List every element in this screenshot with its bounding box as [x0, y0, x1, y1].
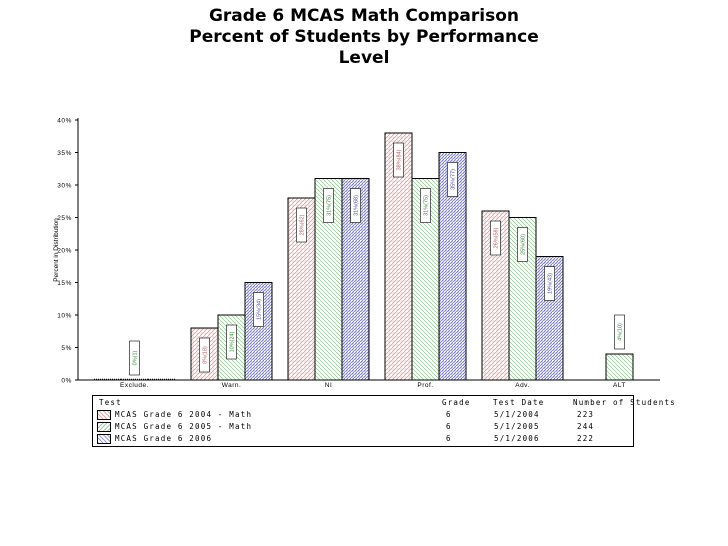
- data-label-box: [296, 207, 307, 243]
- x-tick-label: ALT: [613, 382, 626, 389]
- legend-count: 244: [577, 422, 595, 431]
- y-tick-label: 40%: [57, 118, 72, 125]
- legend-header-test: Test: [99, 398, 122, 407]
- data-label: 38%(84): [397, 149, 403, 170]
- legend-grade: 6: [446, 434, 452, 443]
- y-axis-title: Percent in Distribution: [53, 218, 60, 282]
- data-label: 28%(62): [300, 214, 306, 235]
- y-tick-label: 20%: [57, 248, 72, 255]
- data-label-box: [517, 227, 528, 262]
- y-tick-label: 30%: [57, 183, 72, 190]
- data-label: 31%(75): [327, 195, 333, 216]
- legend-row: MCAS Grade 6 2005 - Math 6 5/1/2005 244: [93, 421, 633, 432]
- data-label-box: [393, 142, 404, 178]
- data-label: 26%(58): [494, 227, 500, 248]
- data-label: 25%(60): [521, 234, 527, 255]
- data-label: 15%(34): [257, 299, 263, 320]
- legend-row: MCAS Grade 6 2004 - Math 6 5/1/2004 223: [93, 409, 633, 420]
- data-label: 31%(75): [424, 195, 430, 216]
- y-tick-label: 5%: [61, 345, 72, 352]
- legend-header-grade: Grade: [442, 398, 471, 407]
- legend-header-count: Number of Students: [573, 398, 676, 407]
- x-tick-label: NI: [325, 382, 333, 389]
- data-label: 19%(43): [548, 273, 554, 294]
- legend-swatch-2004: [97, 410, 111, 420]
- data-label-box: [544, 266, 555, 301]
- legend-table: Test Grade Test Date Number of Students …: [92, 395, 675, 447]
- x-tick-label: Warn.: [222, 382, 242, 389]
- chart-title-line-1: Grade 6 MCAS Math Comparison: [208, 6, 520, 26]
- legend-swatch-2006: [97, 434, 111, 444]
- y-tick-label: 15%: [57, 280, 72, 287]
- legend-date: 5/1/2006: [494, 434, 540, 443]
- y-tick-label: 35%: [57, 150, 72, 157]
- data-label-box: [447, 162, 458, 197]
- legend-header-row: Test Grade Test Date Number of Students: [93, 397, 675, 408]
- data-label: 35%(77): [451, 169, 457, 190]
- legend-grade: 6: [446, 410, 452, 419]
- legend-test-name: MCAS Grade 6 2004 - Math: [115, 410, 253, 419]
- chart-title-line-3: Level: [338, 48, 390, 68]
- bar-chart: 0% 5% 10% 15% 20% 25% 30% 35% 40% Percent in Dist…: [53, 118, 660, 389]
- legend-header-date: Test Date: [493, 398, 545, 407]
- y-tick-label: 25%: [57, 215, 72, 222]
- data-label-box: [226, 324, 237, 360]
- chart-bars: [94, 132, 634, 381]
- data-label: 0%(1): [133, 350, 139, 365]
- x-tick-label: Prof.: [417, 382, 433, 389]
- data-label: 31%(68): [354, 195, 360, 216]
- data-label: 8%(18): [203, 346, 209, 364]
- chart-title-line-2: Percent of Students by Performance: [189, 27, 539, 47]
- data-label: 4%(10): [618, 323, 624, 341]
- chart-data-labels: 0%(1) 8%(18) 10%(24) 15%(34) 28%(62) 31%(75) 3…: [129, 142, 625, 376]
- data-label-box: [614, 314, 625, 350]
- legend-grade: 6: [446, 422, 452, 431]
- data-label-box: [199, 337, 210, 373]
- legend-count: 222: [577, 434, 595, 443]
- data-label: 10%(24): [230, 331, 236, 352]
- legend-count: 223: [577, 410, 595, 419]
- bar: [605, 353, 634, 381]
- data-label-box: [420, 188, 431, 223]
- data-label-box: [253, 292, 264, 327]
- y-tick-label: 10%: [57, 313, 72, 320]
- legend-test-name: MCAS Grade 6 2005 - Math: [115, 422, 253, 431]
- x-tick-label: Adv.: [515, 382, 530, 389]
- legend-date: 5/1/2005: [494, 422, 540, 431]
- legend-date: 5/1/2004: [494, 410, 540, 419]
- legend-row: MCAS Grade 6 2006 6 5/1/2006 222: [93, 433, 633, 444]
- data-label-box: [350, 188, 361, 223]
- data-label-box: [129, 340, 140, 376]
- x-tick-label: Exclude.: [120, 382, 149, 389]
- data-label-box: [323, 188, 334, 223]
- data-label-box: [490, 220, 501, 256]
- legend-swatch-2005: [97, 422, 111, 432]
- legend-test-name: MCAS Grade 6 2006: [115, 434, 213, 443]
- y-tick-label: 0%: [61, 378, 72, 385]
- chart-title: Grade 6 MCAS Math Comparison Percent of …: [0, 6, 728, 69]
